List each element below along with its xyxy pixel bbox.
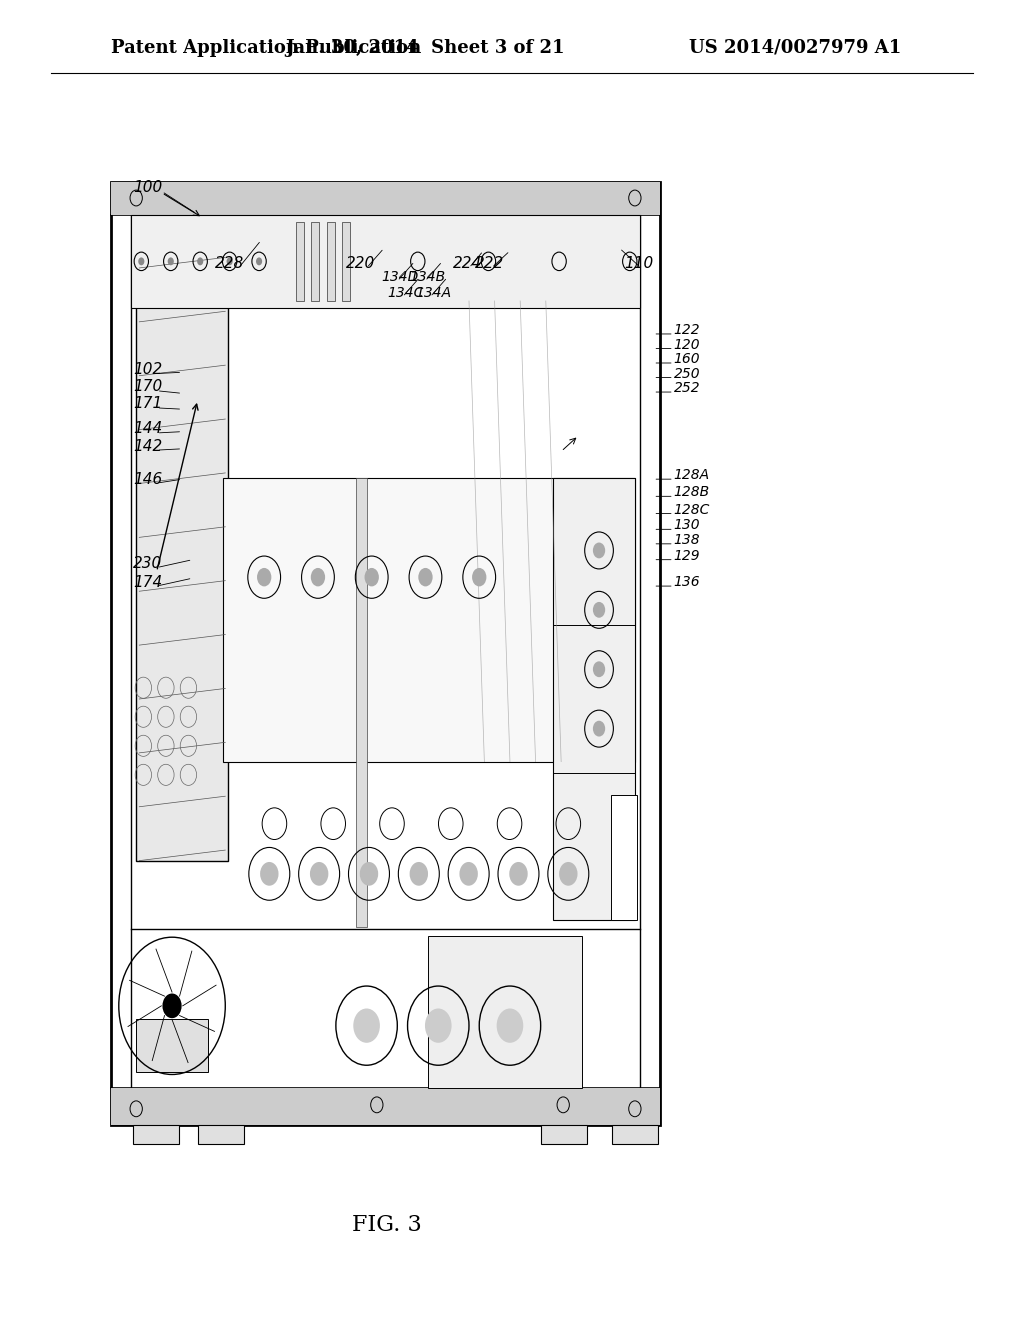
Text: 128A: 128A — [674, 469, 710, 482]
Circle shape — [593, 661, 605, 677]
Text: 144: 144 — [133, 421, 163, 437]
Text: 142: 142 — [133, 438, 163, 454]
Circle shape — [168, 257, 174, 265]
Text: 230: 230 — [133, 556, 163, 572]
Bar — [612, 1125, 658, 1144]
Bar — [223, 478, 635, 762]
Text: 122: 122 — [674, 323, 700, 337]
Circle shape — [472, 568, 486, 586]
Circle shape — [365, 568, 379, 586]
Circle shape — [226, 257, 232, 265]
Bar — [198, 1125, 244, 1144]
Circle shape — [593, 602, 605, 618]
Bar — [111, 182, 660, 1125]
Circle shape — [559, 862, 578, 886]
Text: Patent Application Publication: Patent Application Publication — [111, 38, 421, 57]
Text: 129: 129 — [674, 549, 700, 562]
Bar — [356, 478, 367, 927]
Text: 250: 250 — [674, 367, 700, 380]
Bar — [133, 1125, 179, 1144]
Text: US 2014/0027979 A1: US 2014/0027979 A1 — [689, 38, 901, 57]
Circle shape — [197, 257, 203, 265]
Text: 120: 120 — [674, 338, 700, 351]
Circle shape — [260, 862, 279, 886]
Circle shape — [460, 862, 478, 886]
Text: 171: 171 — [133, 396, 163, 412]
Circle shape — [310, 862, 329, 886]
Text: 252: 252 — [674, 381, 700, 395]
Bar — [111, 1088, 660, 1125]
Text: 134B: 134B — [410, 271, 445, 284]
Text: 220: 220 — [346, 256, 376, 272]
Bar — [136, 1019, 208, 1072]
Text: 102: 102 — [133, 362, 163, 378]
Text: 128B: 128B — [674, 486, 710, 499]
Text: 222: 222 — [475, 256, 505, 272]
Text: 128C: 128C — [674, 503, 711, 516]
Text: 134D: 134D — [381, 271, 418, 284]
Circle shape — [311, 568, 326, 586]
Text: FIG. 3: FIG. 3 — [352, 1214, 422, 1236]
Text: 160: 160 — [674, 352, 700, 366]
Circle shape — [509, 862, 527, 886]
Circle shape — [257, 568, 271, 586]
Circle shape — [359, 862, 378, 886]
Text: 134C: 134C — [387, 286, 424, 300]
Text: 136: 136 — [674, 576, 700, 589]
Text: Jan. 30, 2014  Sheet 3 of 21: Jan. 30, 2014 Sheet 3 of 21 — [286, 38, 564, 57]
Text: 100: 100 — [133, 180, 163, 195]
Circle shape — [593, 543, 605, 558]
Bar — [428, 936, 582, 1088]
Circle shape — [425, 1008, 452, 1043]
Circle shape — [410, 862, 428, 886]
Bar — [611, 795, 637, 920]
Text: 228: 228 — [215, 256, 245, 272]
Text: 170: 170 — [133, 379, 163, 395]
Circle shape — [163, 994, 181, 1018]
Bar — [342, 222, 350, 301]
Circle shape — [497, 1008, 523, 1043]
Text: 110: 110 — [625, 256, 654, 272]
Bar — [553, 478, 635, 920]
Circle shape — [138, 257, 144, 265]
Circle shape — [353, 1008, 380, 1043]
Circle shape — [256, 257, 262, 265]
Bar — [136, 242, 228, 861]
Text: 224: 224 — [453, 256, 482, 272]
Text: 174: 174 — [133, 574, 163, 590]
Bar — [541, 1125, 587, 1144]
Text: 130: 130 — [674, 519, 700, 532]
Bar — [131, 215, 640, 308]
Bar — [327, 222, 335, 301]
Bar — [311, 222, 319, 301]
Bar — [296, 222, 304, 301]
Circle shape — [418, 568, 432, 586]
Circle shape — [593, 721, 605, 737]
Text: 138: 138 — [674, 533, 700, 546]
Text: 134A: 134A — [416, 286, 452, 300]
Text: 146: 146 — [133, 471, 163, 487]
Bar — [111, 182, 660, 215]
